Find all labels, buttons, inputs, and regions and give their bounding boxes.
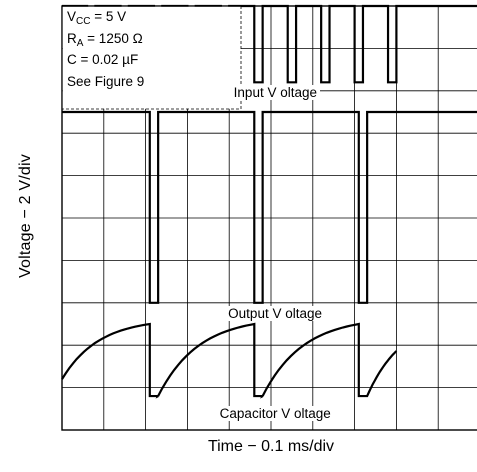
test-conditions: VCC = 5 V RA = 1250 Ω C = 0.02 µF See Fi… [67, 6, 144, 92]
input-voltage-label: Input V oltage [230, 85, 320, 101]
annotation-vcc: VCC = 5 V [67, 9, 127, 27]
annotation-figure: See Figure 9 [67, 73, 145, 89]
capacitor-voltage-trace [61, 322, 398, 399]
annotation-box-fill [62, 6, 241, 109]
capacitor-voltage-label: Capacitor V oltage [216, 405, 334, 421]
y-axis-label: Voltage − 2 V/div [17, 154, 34, 278]
annotation-box-border [62, 6, 242, 110]
annotation-ra: RA = 1250 Ω [67, 30, 143, 49]
x-axis-label: Time − 0.1 ms/div [207, 438, 335, 455]
output-voltage-trace [62, 110, 477, 304]
annotation-c: C = 0.02 µF [67, 52, 139, 67]
output-voltage-label: Output V oltage [225, 305, 325, 321]
y-axis-label-wrap: Voltage − 2 V/div [6, 6, 46, 426]
plot-frame [61, 5, 477, 431]
annotation-box [62, 6, 242, 110]
